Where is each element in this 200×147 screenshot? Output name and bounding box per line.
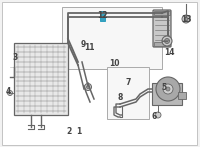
Text: 13: 13 [181, 15, 191, 24]
Text: 6: 6 [151, 112, 157, 121]
Text: 5: 5 [161, 83, 167, 92]
Bar [152, 83, 182, 105]
Text: 12: 12 [97, 11, 107, 20]
Circle shape [155, 112, 161, 118]
Text: 1: 1 [76, 127, 82, 136]
Bar [178, 92, 186, 99]
Text: 3: 3 [12, 53, 18, 62]
Circle shape [163, 84, 173, 94]
Circle shape [162, 36, 172, 46]
Circle shape [86, 86, 90, 88]
Text: 14: 14 [164, 48, 174, 57]
Bar [14, 43, 68, 115]
Text: 7: 7 [125, 78, 131, 87]
Bar [62, 7, 162, 69]
Bar [100, 11, 105, 21]
Bar [154, 42, 170, 46]
Text: 10: 10 [109, 59, 119, 68]
Circle shape [8, 91, 12, 96]
Circle shape [166, 87, 170, 91]
Bar [107, 67, 149, 119]
Text: 9: 9 [80, 40, 86, 49]
Circle shape [184, 17, 188, 21]
Circle shape [164, 39, 170, 44]
Text: 2: 2 [66, 127, 72, 136]
Bar [154, 11, 170, 15]
Text: 4: 4 [5, 87, 11, 96]
Text: 8: 8 [117, 92, 123, 102]
Circle shape [156, 77, 180, 101]
Circle shape [182, 15, 190, 23]
FancyBboxPatch shape [153, 10, 171, 47]
Text: 11: 11 [84, 42, 94, 52]
Circle shape [84, 83, 92, 91]
